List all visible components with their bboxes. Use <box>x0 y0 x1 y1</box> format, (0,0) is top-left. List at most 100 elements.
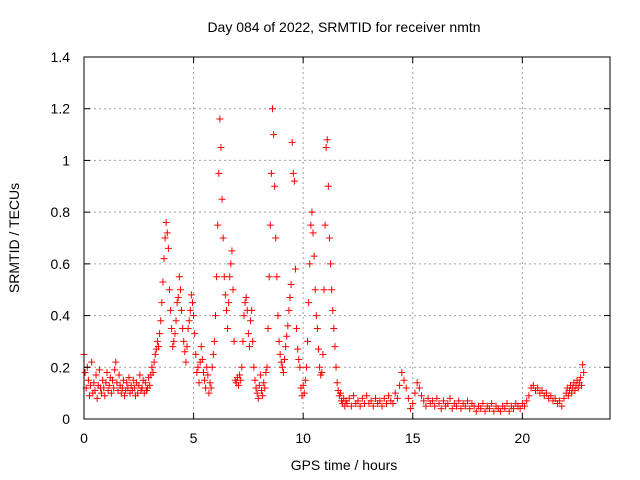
data-point <box>92 371 100 379</box>
data-point <box>398 368 406 376</box>
data-point <box>558 402 566 410</box>
data-point <box>158 299 166 307</box>
data-point <box>505 407 513 415</box>
y-tick-label: 0 <box>62 411 70 427</box>
data-point <box>578 381 586 389</box>
data-point <box>288 138 296 146</box>
data-point <box>150 358 158 366</box>
data-point <box>216 115 224 123</box>
data-point <box>199 368 207 376</box>
data-point <box>300 389 308 397</box>
data-point <box>110 384 118 392</box>
data-point <box>210 337 218 345</box>
data-point <box>172 317 180 325</box>
y-tick-label: 0.6 <box>51 256 71 272</box>
data-point <box>316 363 324 371</box>
data-point <box>453 402 461 410</box>
data-point <box>165 286 173 294</box>
data-point <box>393 394 401 402</box>
data-point <box>315 345 323 353</box>
data-point <box>171 330 179 338</box>
data-point <box>105 381 113 389</box>
data-point <box>371 394 379 402</box>
data-point <box>168 325 176 332</box>
data-point <box>242 293 250 301</box>
data-point <box>237 376 245 384</box>
data-point <box>409 399 417 407</box>
data-point <box>265 273 273 281</box>
data-point <box>107 389 115 397</box>
data-point <box>240 312 248 320</box>
data-point <box>278 363 286 371</box>
data-point <box>125 374 133 382</box>
data-point <box>121 392 129 400</box>
data-point <box>176 286 184 294</box>
data-point <box>369 402 377 410</box>
data-point <box>437 405 445 413</box>
data-point <box>322 144 330 151</box>
data-point <box>149 368 157 376</box>
data-point <box>413 379 421 387</box>
data-point <box>244 330 252 338</box>
data-point <box>496 407 504 415</box>
data-point <box>299 381 307 389</box>
data-point <box>169 343 177 351</box>
data-point <box>161 234 169 242</box>
y-tick-label: 1.2 <box>51 101 71 117</box>
x-tick-label: 20 <box>515 430 531 446</box>
data-point <box>230 337 238 345</box>
data-point <box>576 374 584 382</box>
data-point <box>279 368 287 376</box>
data-point <box>510 405 518 413</box>
data-point <box>88 358 96 366</box>
data-point <box>291 265 299 273</box>
data-point <box>529 381 537 389</box>
data-point <box>91 387 99 395</box>
data-point <box>170 337 178 345</box>
chart-title: Day 084 of 2022, SRMTID for receiver nmt… <box>207 19 480 35</box>
data-point <box>358 394 366 402</box>
data-point <box>163 229 171 237</box>
data-point <box>286 293 294 301</box>
data-point <box>188 299 196 307</box>
data-point <box>481 407 489 415</box>
plot-frame <box>83 56 611 420</box>
data-point <box>287 281 295 289</box>
data-point <box>174 293 182 301</box>
data-point <box>551 394 559 402</box>
data-point <box>180 337 188 345</box>
data-point <box>192 350 200 358</box>
data-point <box>560 394 568 402</box>
data-point <box>433 394 441 402</box>
data-point <box>343 399 351 407</box>
x-tick-label: 0 <box>80 430 88 446</box>
data-point <box>448 405 456 413</box>
data-point <box>235 381 243 389</box>
data-point <box>218 195 226 203</box>
data-point <box>313 325 321 332</box>
y-tick-label: 0.8 <box>51 204 71 220</box>
x-tick-label: 5 <box>190 430 198 446</box>
data-point <box>301 376 309 384</box>
data-point <box>173 299 181 307</box>
data-point <box>198 356 206 364</box>
data-point <box>283 332 291 340</box>
data-point <box>205 389 213 397</box>
data-point <box>380 394 388 402</box>
data-point <box>112 358 120 366</box>
data-point <box>266 221 274 229</box>
data-point <box>461 402 469 410</box>
x-tick-label: 10 <box>295 430 311 446</box>
data-point <box>251 376 259 384</box>
axis-ticks <box>83 56 610 420</box>
data-point <box>101 392 109 400</box>
data-point <box>184 325 192 332</box>
data-point <box>318 368 326 376</box>
data-point <box>391 389 399 397</box>
data-point <box>304 337 312 345</box>
data-point <box>327 260 335 268</box>
data-point <box>182 358 190 366</box>
data-point <box>276 350 284 358</box>
data-point <box>130 384 138 392</box>
grid-lines <box>84 57 610 419</box>
